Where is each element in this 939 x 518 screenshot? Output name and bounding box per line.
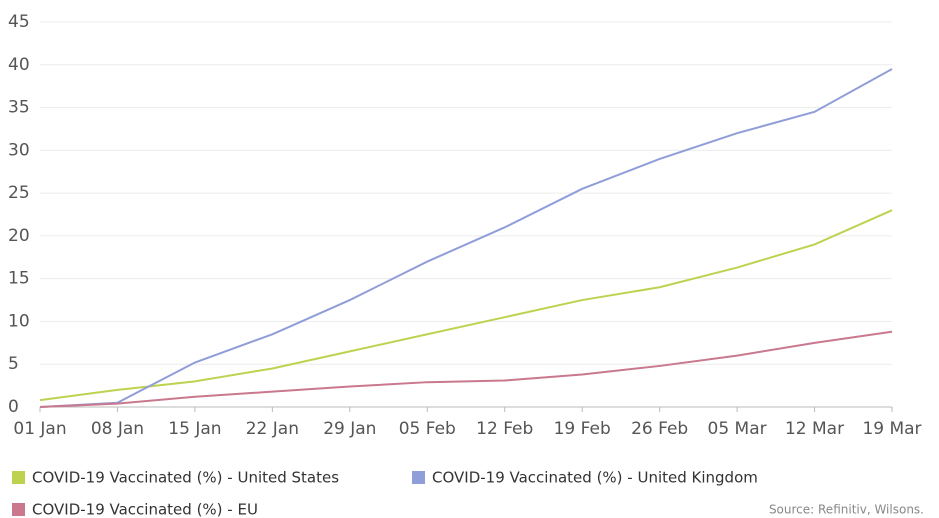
legend-label: COVID-19 Vaccinated (%) - United States bbox=[32, 469, 339, 487]
x-tick-label: 29 Jan bbox=[323, 419, 376, 439]
x-tick-label: 19 Mar bbox=[862, 419, 921, 439]
legend-swatch bbox=[12, 503, 25, 516]
x-tick-label: 05 Mar bbox=[708, 419, 767, 439]
series-line bbox=[39, 68, 893, 408]
series-line bbox=[39, 209, 893, 402]
legend-swatch bbox=[412, 471, 425, 484]
legend-label: COVID-19 Vaccinated (%) - United Kingdom bbox=[432, 469, 758, 487]
x-tick-label: 08 Jan bbox=[91, 419, 144, 439]
legend-label: COVID-19 Vaccinated (%) - EU bbox=[32, 501, 258, 518]
y-tick-label: 10 bbox=[8, 311, 30, 331]
y-tick-label: 35 bbox=[8, 98, 30, 118]
x-tick-label: 22 Jan bbox=[246, 419, 299, 439]
y-tick-label: 30 bbox=[8, 140, 30, 160]
y-tick-label: 0 bbox=[8, 397, 19, 417]
x-tick-label: 12 Mar bbox=[785, 419, 844, 439]
x-tick-label: 26 Feb bbox=[631, 419, 688, 439]
y-tick-label: 40 bbox=[8, 55, 30, 75]
x-tick-label: 01 Jan bbox=[13, 419, 66, 439]
x-tick-label: 15 Jan bbox=[168, 419, 221, 439]
y-tick-label: 45 bbox=[8, 12, 30, 32]
x-tick-label: 05 Feb bbox=[399, 419, 456, 439]
source: Source: Refinitiv, Wilsons. bbox=[769, 503, 924, 517]
y-tick-label: 20 bbox=[8, 226, 30, 246]
y-tick-label: 25 bbox=[8, 183, 30, 203]
series-line bbox=[39, 330, 893, 408]
x-tick-label: 19 Feb bbox=[554, 419, 611, 439]
legend-swatch bbox=[12, 471, 25, 484]
y-tick-label: 15 bbox=[8, 269, 30, 289]
x-tick-label: 12 Feb bbox=[476, 419, 533, 439]
y-tick-label: 5 bbox=[8, 354, 19, 374]
